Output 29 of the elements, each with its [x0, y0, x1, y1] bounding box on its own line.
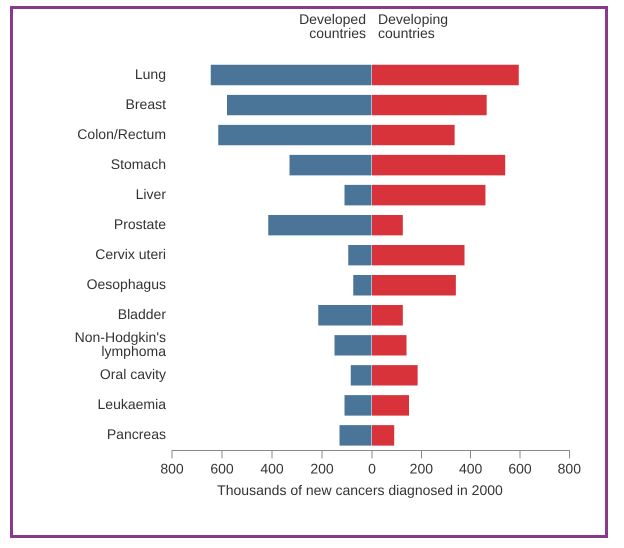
y-tick-label: Prostate	[114, 216, 166, 232]
y-tick-label: Stomach	[110, 156, 166, 172]
bar	[372, 214, 403, 236]
bar	[344, 184, 372, 206]
y-tick-label: Cervix uteri	[95, 246, 166, 262]
x-tick-label: 200	[410, 460, 434, 477]
y-tick-label: Leukaemia	[98, 396, 166, 412]
y-tick-label: Non-Hodgkin's lymphoma	[74, 329, 166, 360]
bar	[348, 244, 372, 266]
y-tick-label: Oral cavity	[100, 366, 166, 382]
series-label: Developed countries	[299, 11, 366, 41]
x-tick-label: 400	[260, 460, 284, 477]
x-axis-title: Thousands of new cancers diagnosed in 2000	[216, 482, 504, 498]
y-tick-label: Pancreas	[106, 426, 166, 442]
x-tick-label: 600	[210, 460, 234, 477]
x-tick-label: 400	[458, 460, 483, 477]
y-tick-label: Liver	[136, 186, 166, 202]
y-tick-label: Oesophagus	[86, 276, 166, 292]
x-tick-label: 200	[310, 460, 334, 477]
x-tick-label: 800	[558, 460, 582, 477]
y-tick-label: Lung	[134, 66, 166, 82]
bar	[353, 275, 372, 296]
series-label: Developing countries	[378, 11, 448, 41]
y-tick-label: Bladder	[118, 306, 166, 322]
y-tick-label: Colon/Rectum	[77, 126, 166, 142]
x-tick-label: 600	[508, 460, 532, 477]
y-tick-label: Breast	[126, 96, 166, 112]
x-tick-label: 0	[368, 460, 376, 477]
x-tick-label: 800	[160, 460, 184, 477]
